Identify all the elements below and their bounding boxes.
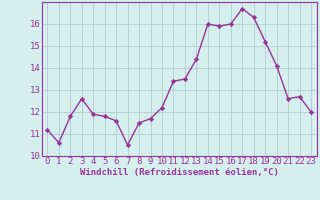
X-axis label: Windchill (Refroidissement éolien,°C): Windchill (Refroidissement éolien,°C) (80, 168, 279, 177)
